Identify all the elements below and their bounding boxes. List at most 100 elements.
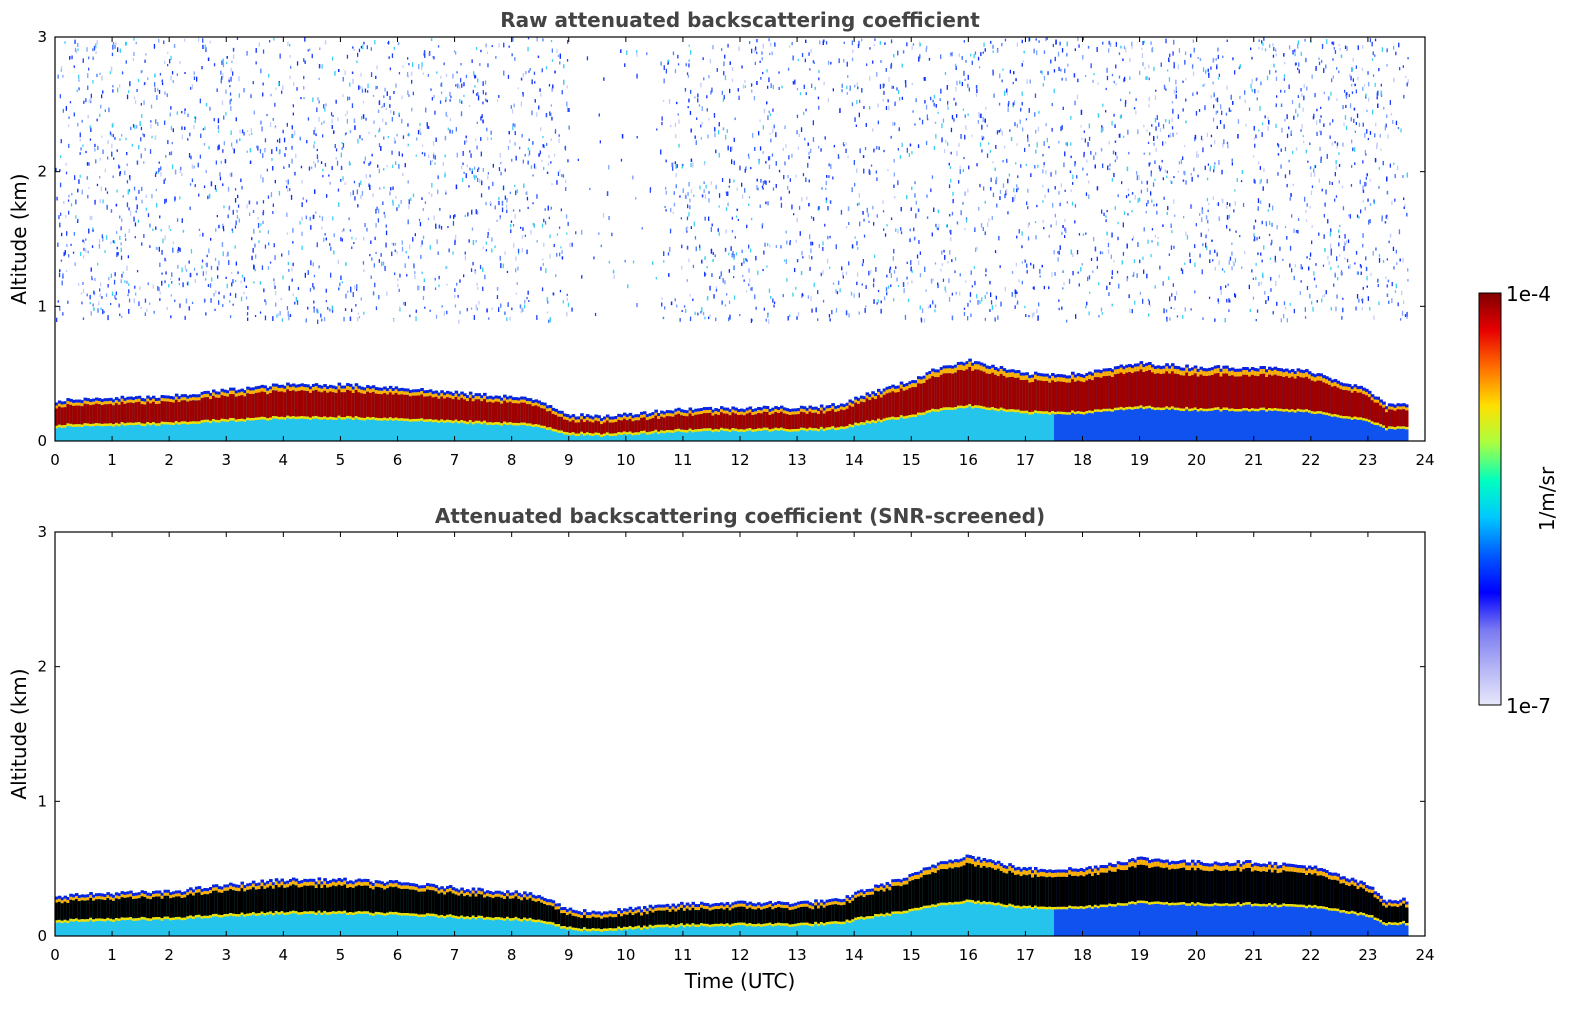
noise-speckle — [155, 171, 157, 175]
noise-speckle — [109, 131, 112, 135]
noise-speckle — [401, 118, 403, 124]
noise-speckle — [516, 282, 518, 285]
noise-speckle — [961, 56, 963, 60]
noise-speckle — [687, 106, 689, 109]
noise-speckle — [350, 192, 352, 197]
noise-speckle — [92, 227, 94, 231]
noise-speckle — [210, 265, 213, 270]
noise-speckle — [1331, 78, 1333, 83]
noise-speckle — [954, 270, 956, 274]
noise-speckle — [984, 200, 986, 204]
noise-speckle — [660, 61, 662, 66]
noise-speckle — [748, 203, 750, 206]
noise-speckle — [1174, 214, 1176, 217]
noise-speckle — [387, 136, 389, 139]
noise-speckle — [882, 83, 885, 89]
noise-speckle — [1100, 128, 1103, 133]
noise-speckle — [1376, 142, 1378, 147]
noise-speckle — [288, 315, 290, 321]
noise-speckle — [686, 245, 689, 250]
noise-speckle — [784, 161, 786, 166]
noise-speckle — [249, 148, 252, 153]
noise-speckle — [566, 107, 569, 113]
noise-speckle — [856, 100, 858, 105]
noise-speckle — [552, 292, 555, 296]
noise-speckle — [971, 60, 973, 65]
noise-speckle — [751, 286, 753, 291]
noise-speckle — [1093, 155, 1095, 160]
noise-speckle — [240, 280, 242, 284]
noise-speckle — [508, 45, 510, 48]
noise-speckle — [189, 132, 191, 137]
noise-speckle — [832, 282, 835, 285]
noise-speckle — [1249, 308, 1251, 313]
noise-speckle — [216, 88, 218, 92]
noise-speckle — [1290, 130, 1293, 135]
noise-speckle — [319, 47, 321, 51]
noise-speckle — [1351, 139, 1353, 144]
noise-speckle — [1358, 122, 1361, 127]
noise-speckle — [296, 87, 298, 91]
noise-speckle — [321, 216, 324, 221]
noise-speckle — [320, 161, 323, 164]
noise-speckle — [87, 73, 89, 78]
noise-speckle — [140, 153, 142, 159]
noise-speckle — [1231, 162, 1233, 166]
noise-speckle — [1083, 154, 1085, 158]
noise-speckle — [1155, 89, 1157, 92]
noise-speckle — [543, 242, 545, 247]
noise-speckle — [890, 135, 892, 139]
noise-speckle — [742, 274, 744, 278]
noise-speckle — [712, 259, 714, 262]
noise-speckle — [333, 130, 335, 134]
noise-speckle — [504, 311, 506, 315]
noise-speckle — [533, 71, 536, 75]
noise-speckle — [138, 301, 140, 306]
noise-speckle — [188, 153, 191, 158]
noise-speckle — [180, 166, 182, 171]
noise-speckle — [287, 188, 289, 192]
noise-speckle — [1147, 200, 1149, 204]
layer-core — [60, 407, 65, 426]
noise-speckle — [121, 71, 124, 75]
layer-lower-edge — [55, 425, 59, 429]
noise-speckle — [317, 159, 319, 163]
noise-speckle — [968, 87, 970, 92]
noise-speckle — [112, 44, 114, 50]
noise-speckle — [402, 65, 404, 68]
noise-speckle — [1389, 163, 1391, 168]
noise-speckle — [1131, 238, 1134, 241]
noise-speckle — [112, 85, 114, 88]
noise-speckle — [475, 240, 477, 243]
noise-speckle — [128, 207, 130, 211]
noise-speckle — [98, 243, 101, 249]
noise-speckle — [1364, 132, 1366, 138]
noise-speckle — [341, 281, 343, 284]
noise-speckle — [402, 135, 405, 139]
noise-speckle — [992, 69, 994, 75]
noise-speckle — [134, 124, 136, 130]
noise-speckle — [700, 82, 702, 88]
noise-speckle — [270, 192, 273, 198]
noise-speckle — [904, 80, 907, 84]
noise-speckle — [116, 231, 118, 234]
noise-speckle — [421, 152, 424, 155]
noise-speckle — [480, 116, 482, 121]
noise-speckle — [1070, 155, 1072, 159]
noise-speckle — [874, 148, 876, 151]
noise-speckle — [1297, 67, 1299, 70]
noise-speckle — [1127, 213, 1129, 216]
noise-speckle — [1032, 286, 1034, 289]
layer-lower-edge — [83, 423, 87, 426]
noise-speckle — [511, 158, 513, 162]
noise-speckle — [232, 47, 235, 52]
noise-speckle — [82, 58, 84, 63]
noise-speckle — [1145, 76, 1147, 80]
noise-speckle — [1096, 186, 1099, 191]
noise-speckle — [287, 179, 289, 185]
noise-speckle — [139, 121, 141, 126]
noise-speckle — [1386, 190, 1389, 195]
noise-speckle — [1118, 75, 1121, 79]
noise-speckle — [979, 142, 982, 147]
raw-panel-title: Raw attenuated backscattering coefficien… — [500, 8, 980, 32]
